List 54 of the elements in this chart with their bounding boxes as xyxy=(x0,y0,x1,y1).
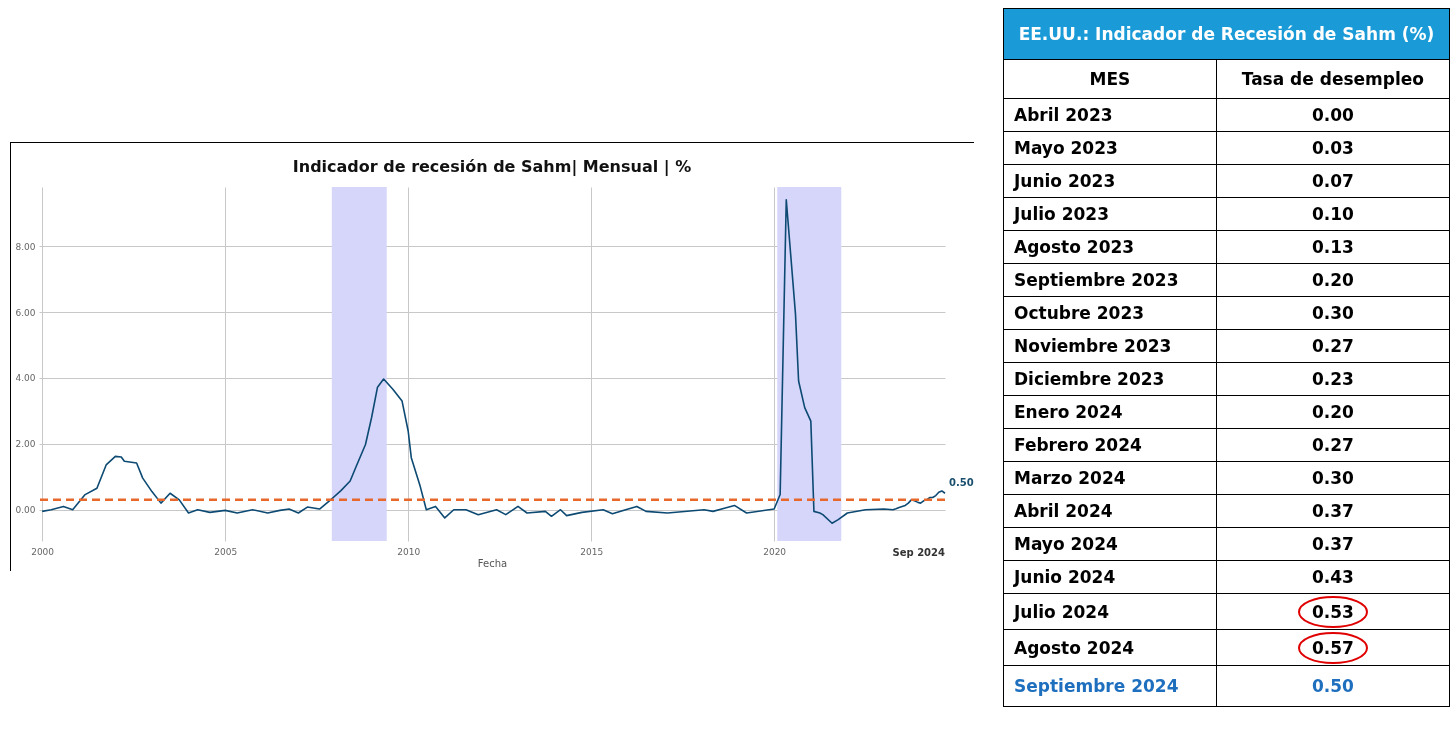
category-label: Septiembre 2024 xyxy=(1003,665,1217,707)
x-tick-label: 2015 xyxy=(580,546,604,557)
text: 0.27 xyxy=(1311,435,1354,455)
x-tick-label: 2020 xyxy=(763,546,787,557)
text: 0.37 xyxy=(1311,501,1354,521)
text: MES xyxy=(1003,59,1217,99)
annotation: 0.50 xyxy=(949,477,974,489)
category-label: Junio 2024 xyxy=(1003,560,1217,594)
x-axis-title: Fecha xyxy=(477,557,508,569)
category-label: Junio 2023 xyxy=(1003,164,1217,198)
y-tick-label: 2.00 xyxy=(15,439,36,450)
text: 0.30 xyxy=(1311,303,1354,323)
category-label: Julio 2024 xyxy=(1003,593,1217,630)
text: 0.57 xyxy=(1311,637,1354,658)
category-label: Mayo 2024 xyxy=(1003,527,1217,561)
text: 0.53 xyxy=(1311,601,1354,622)
category-label: Noviembre 2023 xyxy=(1003,329,1217,363)
text: 0.50 xyxy=(1311,676,1354,696)
text: 0.23 xyxy=(1311,369,1354,389)
y-tick-label: 4.00 xyxy=(15,373,36,384)
text: 0.00 xyxy=(1311,105,1354,125)
y-tick-label: 0.00 xyxy=(15,505,36,516)
category-label: Marzo 2024 xyxy=(1003,461,1217,495)
category-label: Abril 2023 xyxy=(1003,98,1217,132)
category-label: Enero 2024 xyxy=(1003,395,1217,429)
x-tick-label: 2010 xyxy=(397,546,421,557)
category-label: Mayo 2023 xyxy=(1003,131,1217,165)
text: Sep 2024 xyxy=(892,547,946,558)
category-label: Abril 2024 xyxy=(1003,494,1217,528)
text: 0.07 xyxy=(1311,171,1354,191)
y-tick-label: 6.00 xyxy=(15,307,36,318)
line-series xyxy=(41,199,946,525)
category-label: Octubre 2023 xyxy=(1003,296,1217,330)
x-tick-label: 2005 xyxy=(214,546,238,557)
category-label: Agosto 2023 xyxy=(1003,230,1217,264)
text: 0.27 xyxy=(1311,336,1354,356)
text: 0.13 xyxy=(1311,237,1354,257)
category-label: Julio 2023 xyxy=(1003,197,1217,231)
x-tick-label: 2000 xyxy=(31,546,55,557)
y-tick-label: 8.00 xyxy=(15,241,36,252)
text: Tasa de desempleo xyxy=(1216,59,1450,99)
text: 0.43 xyxy=(1311,567,1354,587)
text: 0.30 xyxy=(1311,468,1354,488)
category-label: Agosto 2024 xyxy=(1003,629,1217,666)
text: 0.20 xyxy=(1311,402,1354,422)
text: 0.20 xyxy=(1311,270,1354,290)
text: 0.10 xyxy=(1311,204,1354,224)
text: 0.37 xyxy=(1311,534,1354,554)
category-label: Septiembre 2023 xyxy=(1003,263,1217,297)
text: 0.03 xyxy=(1311,138,1354,158)
text: EE.UU.: Indicador de Recesión de Sahm (%) xyxy=(1003,8,1450,60)
chart-title: Indicador de recesión de Sahm| Mensual | % xyxy=(292,157,692,177)
category-label: Diciembre 2023 xyxy=(1003,362,1217,396)
category-label: Febrero 2024 xyxy=(1003,428,1217,462)
